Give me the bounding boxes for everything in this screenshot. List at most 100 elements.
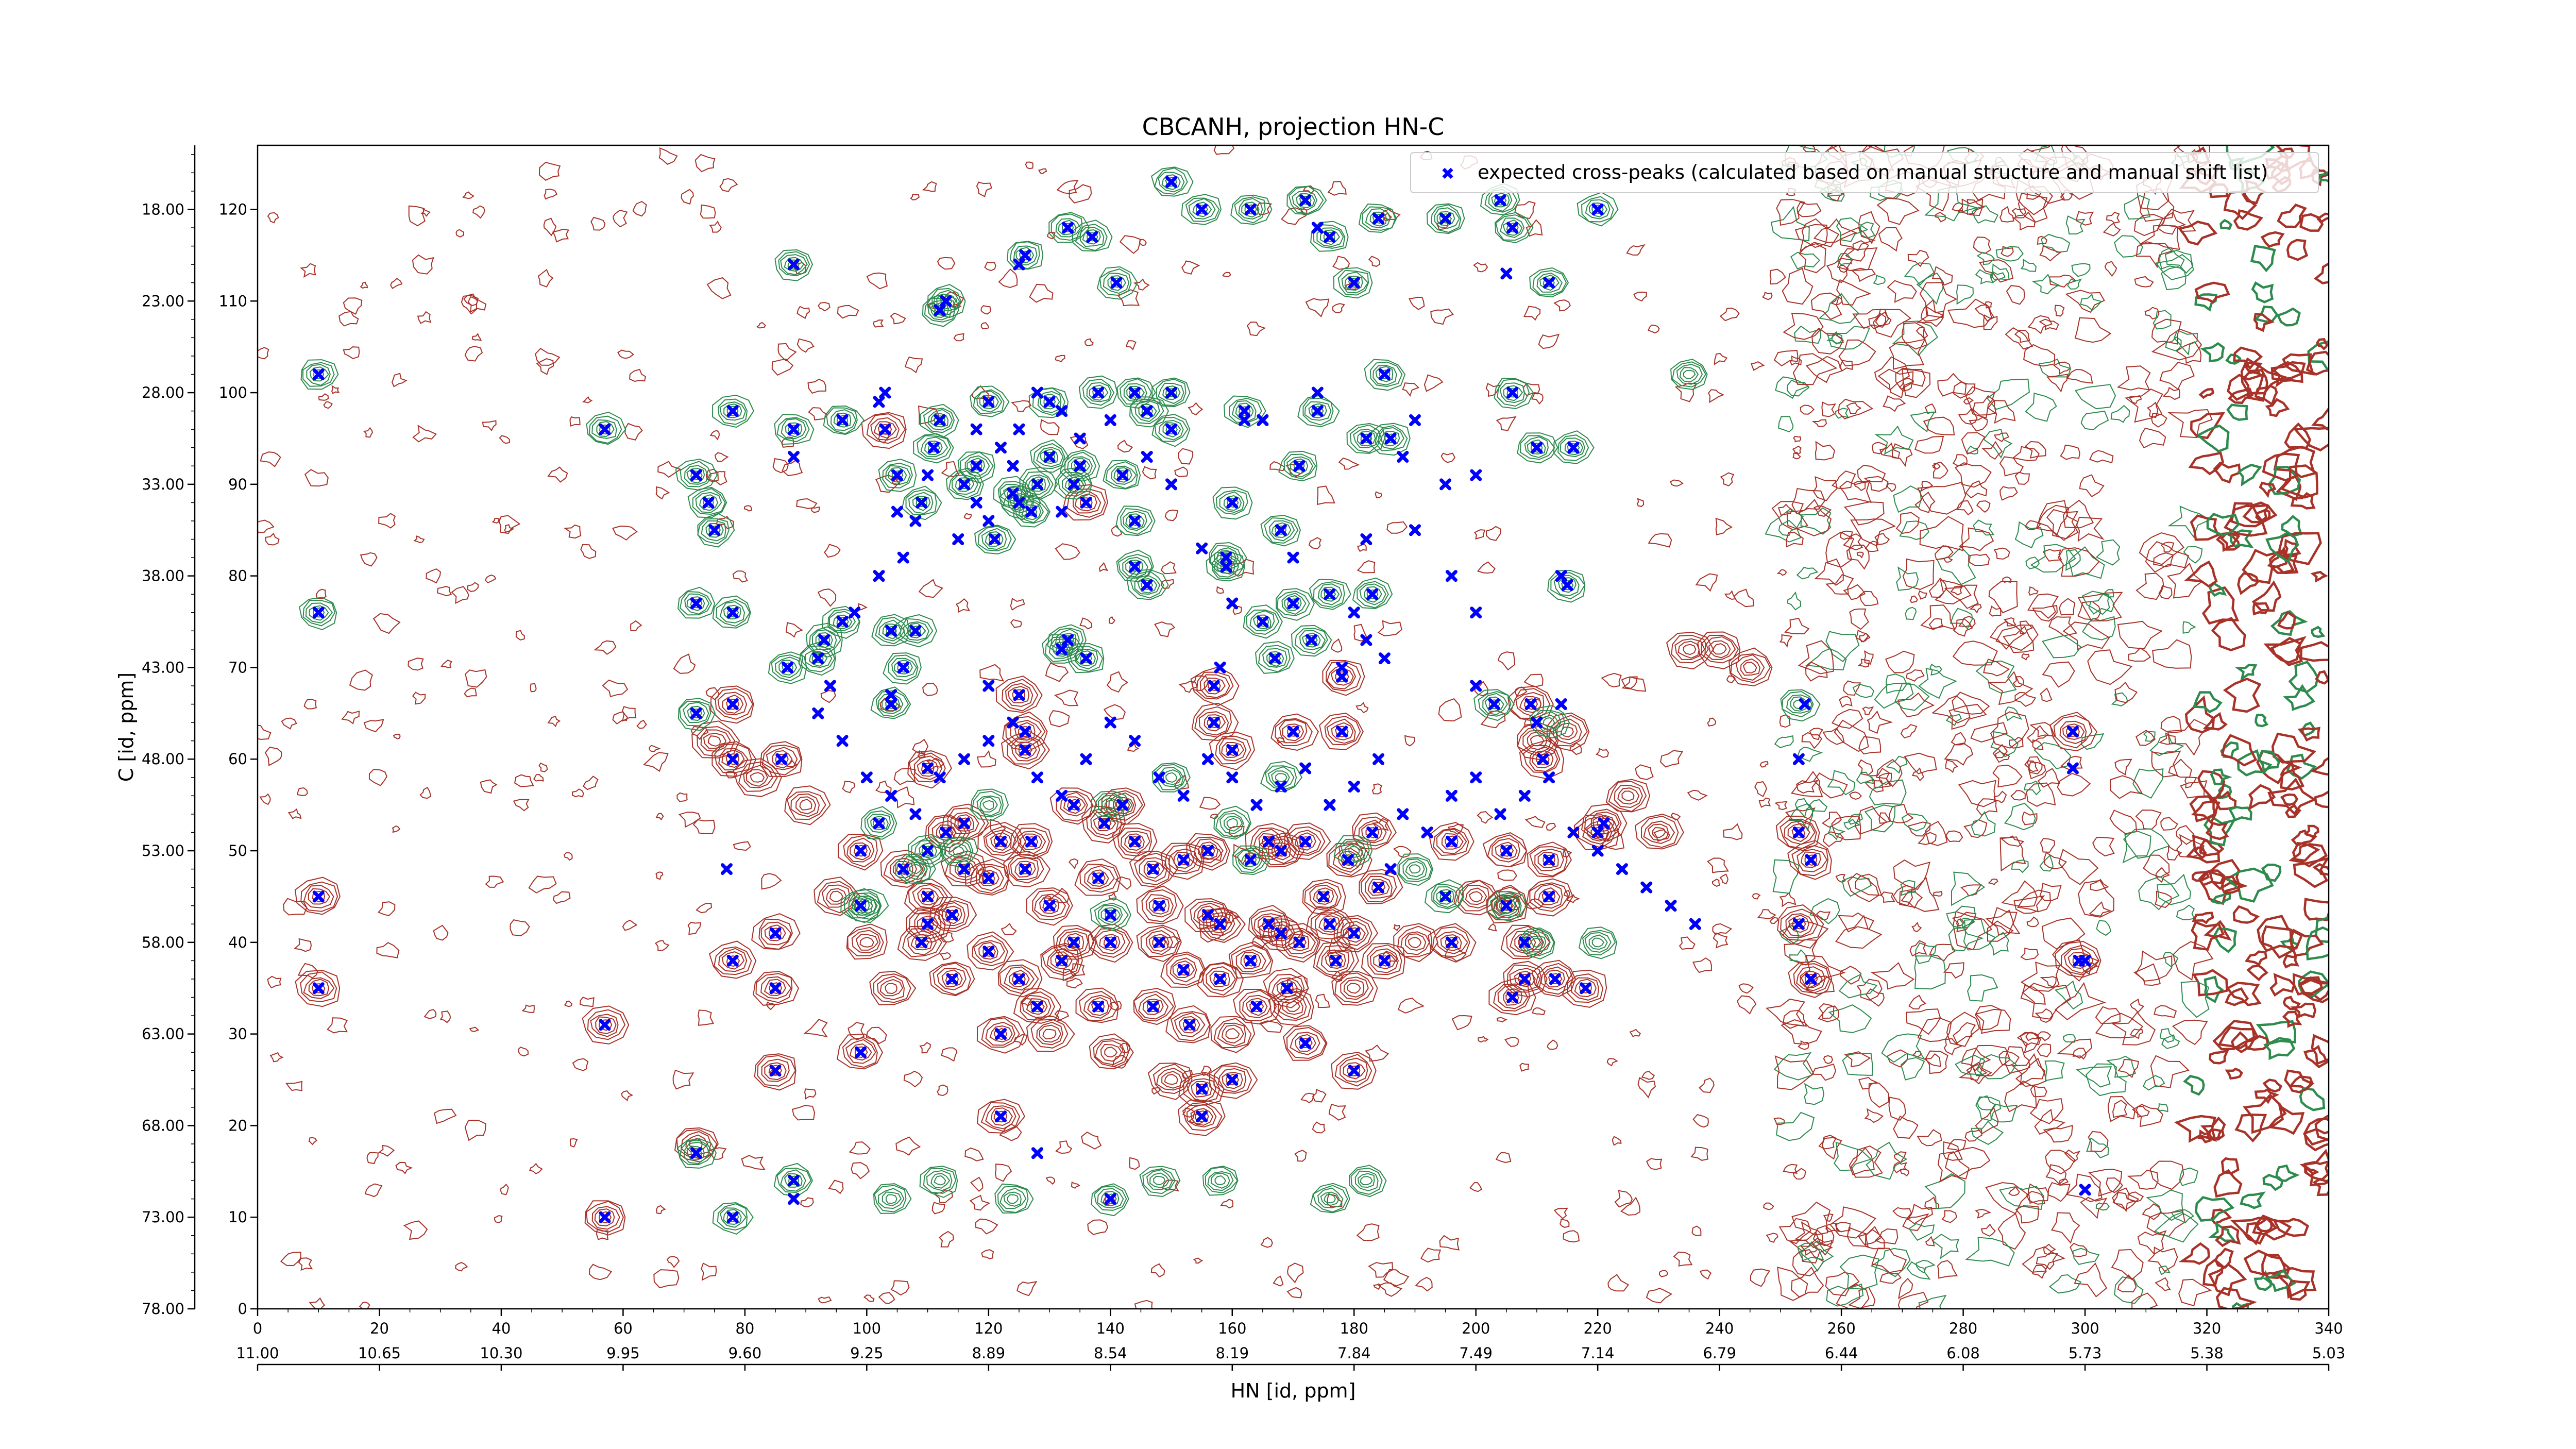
noise-contour	[1398, 998, 1425, 1014]
positive-peak-contour	[1349, 1165, 1387, 1198]
noise-contour	[1906, 669, 1925, 682]
noise-contour	[2026, 782, 2056, 807]
noise-contour	[1970, 722, 2008, 743]
positive-peak-contour	[1333, 835, 1373, 867]
negative-peak-contour	[1164, 1073, 1179, 1085]
noise-contour	[2233, 346, 2263, 370]
noise-contour	[1902, 1213, 1929, 1231]
negative-peak-contour	[1141, 889, 1177, 922]
negative-peak-contour	[983, 825, 1022, 856]
noise-contour	[2175, 341, 2202, 364]
cross-peak-marker	[1445, 789, 1458, 802]
positive-peak-contour	[801, 645, 836, 672]
positive-peak-contour	[1097, 1188, 1124, 1209]
noise-contour	[1888, 1097, 1906, 1121]
positive-peak-contour	[774, 656, 802, 679]
negative-peak-contour	[1788, 915, 1809, 933]
noise-contour	[2223, 502, 2268, 537]
positive-peak-contour	[1275, 588, 1315, 621]
noise-contour	[701, 1262, 717, 1281]
noise-contour	[1987, 920, 2014, 942]
noise-contour	[1719, 873, 1728, 885]
negative-peak-contour	[1202, 963, 1238, 996]
noise-contour	[484, 575, 497, 583]
noise-contour	[393, 734, 401, 739]
noise-contour	[1779, 634, 1793, 648]
noise-contour	[1875, 311, 1892, 327]
cross-peak-marker	[769, 982, 782, 995]
noise-contour	[2177, 221, 2218, 246]
noise-contour	[360, 281, 368, 289]
noise-contour	[1778, 519, 1798, 536]
negative-peak-contour	[1282, 723, 1304, 742]
noise-contour	[1804, 1083, 1825, 1105]
positive-peak-contour	[899, 618, 934, 644]
noise-contour	[2246, 964, 2268, 982]
noise-contour	[2065, 549, 2081, 571]
negative-peak-contour	[873, 973, 911, 1003]
negative-peak-contour	[745, 769, 768, 787]
positive-peak-contour	[675, 459, 718, 491]
positive-peak-contour	[942, 837, 974, 864]
cross-peak-marker	[782, 661, 794, 673]
positive-peak-contour	[976, 390, 1003, 413]
negative-peak-contour	[1514, 933, 1536, 952]
positive-peak-contour	[1223, 815, 1243, 832]
noise-contour	[2127, 1169, 2159, 1190]
noise-contour	[1690, 1147, 1708, 1161]
positive-peak-contour	[848, 888, 889, 923]
noise-contour	[2095, 539, 2121, 566]
negative-peak-contour	[1161, 1071, 1182, 1089]
cross-peak-marker	[1689, 918, 1701, 930]
noise-contour	[1992, 744, 2008, 759]
noise-contour	[1825, 574, 1854, 595]
noise-contour	[2263, 1037, 2296, 1060]
negative-peak-contour	[1785, 913, 1814, 937]
noise-contour	[2315, 670, 2329, 685]
negative-peak-contour	[1336, 918, 1372, 950]
negative-peak-contour	[1153, 1063, 1190, 1094]
negative-peak-contour	[1258, 832, 1304, 868]
noise-contour	[331, 385, 340, 394]
noise-contour	[300, 263, 316, 278]
negative-peak-contour	[913, 755, 943, 780]
noise-contour	[2262, 1269, 2296, 1292]
positive-peak-contour	[891, 658, 918, 678]
cross-peak-marker	[994, 442, 1007, 454]
positive-peak-contour	[1560, 437, 1586, 458]
negative-peak-contour	[1004, 966, 1035, 991]
noise-contour	[2188, 451, 2224, 476]
negative-peak-contour	[1206, 966, 1236, 991]
noise-contour	[2256, 1020, 2297, 1046]
positive-peak-contour	[1075, 224, 1108, 251]
positive-peak-contour	[1578, 926, 1618, 959]
noise-contour	[1831, 333, 1844, 344]
cross-peak-marker	[1196, 1083, 1208, 1095]
noise-contour	[1733, 588, 1754, 608]
noise-contour	[2145, 541, 2190, 573]
positive-peak-contour	[1493, 895, 1520, 917]
positive-peak-contour	[1105, 461, 1138, 489]
noise-contour	[918, 579, 943, 598]
negative-peak-contour	[1277, 995, 1307, 1020]
noise-contour	[1837, 252, 1853, 265]
positive-peak-contour	[883, 652, 922, 685]
negative-peak-contour	[904, 878, 953, 915]
noise-contour	[1669, 479, 1684, 487]
noise-contour	[2260, 231, 2285, 248]
negative-peak-contour	[1108, 792, 1137, 817]
noise-contour	[582, 396, 593, 403]
negative-peak-contour	[1007, 735, 1046, 765]
negative-peak-contour	[1170, 1011, 1211, 1041]
noise-contour	[1331, 970, 1343, 983]
noise-contour	[513, 799, 530, 812]
negative-peak-contour	[1090, 928, 1130, 958]
positive-peak-contour	[870, 686, 911, 719]
positive-peak-contour	[1283, 453, 1316, 480]
noise-contour	[1953, 1022, 1976, 1044]
noise-contour	[1797, 201, 1822, 217]
noise-contour	[315, 588, 327, 599]
positive-peak-contour	[697, 513, 735, 548]
negative-peak-contour	[817, 881, 856, 914]
noise-contour	[1931, 1234, 1959, 1259]
